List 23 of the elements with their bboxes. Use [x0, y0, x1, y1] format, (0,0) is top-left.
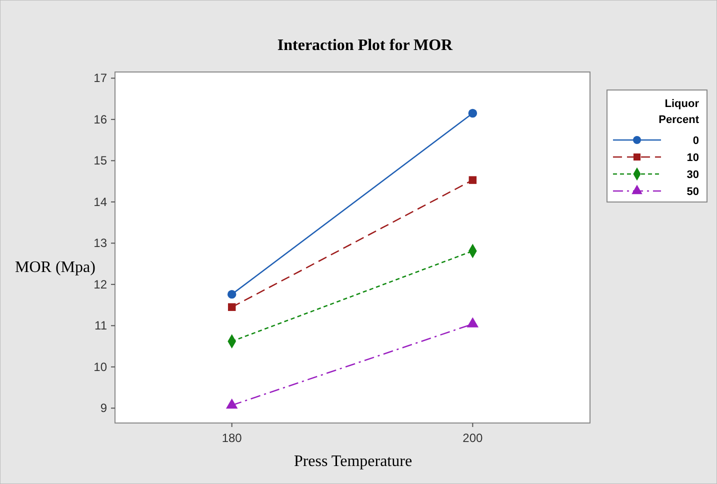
chart-title: Interaction Plot for MOR [277, 37, 454, 54]
legend-label: 10 [686, 152, 699, 164]
x-axis-title: Press Temperature [294, 453, 412, 470]
y-tick-label: 16 [94, 112, 108, 126]
point [468, 176, 477, 184]
x-tick-label: 200 [462, 431, 484, 445]
y-tick-label: 11 [94, 318, 108, 333]
point [227, 290, 236, 299]
y-tick-label: 10 [94, 360, 108, 374]
y-tick-label: 14 [94, 194, 108, 209]
y-axis-title: MOR (Mpa) [15, 259, 96, 276]
text: 0 [692, 135, 699, 147]
point [468, 108, 478, 118]
x-tick-label: 180 [222, 431, 242, 445]
y-tick-label: 12 [94, 277, 108, 292]
y-tick-label: 15 [94, 154, 108, 168]
legend-label: 30 [686, 169, 699, 181]
y-tick-label: 13 [94, 236, 108, 250]
point [228, 303, 236, 311]
y-tick-label: 9 [100, 401, 108, 416]
legend-title: Liquor Percent [658, 98, 700, 126]
y-tick-label: 17 [94, 71, 108, 86]
legend-label: 50 [686, 186, 699, 198]
